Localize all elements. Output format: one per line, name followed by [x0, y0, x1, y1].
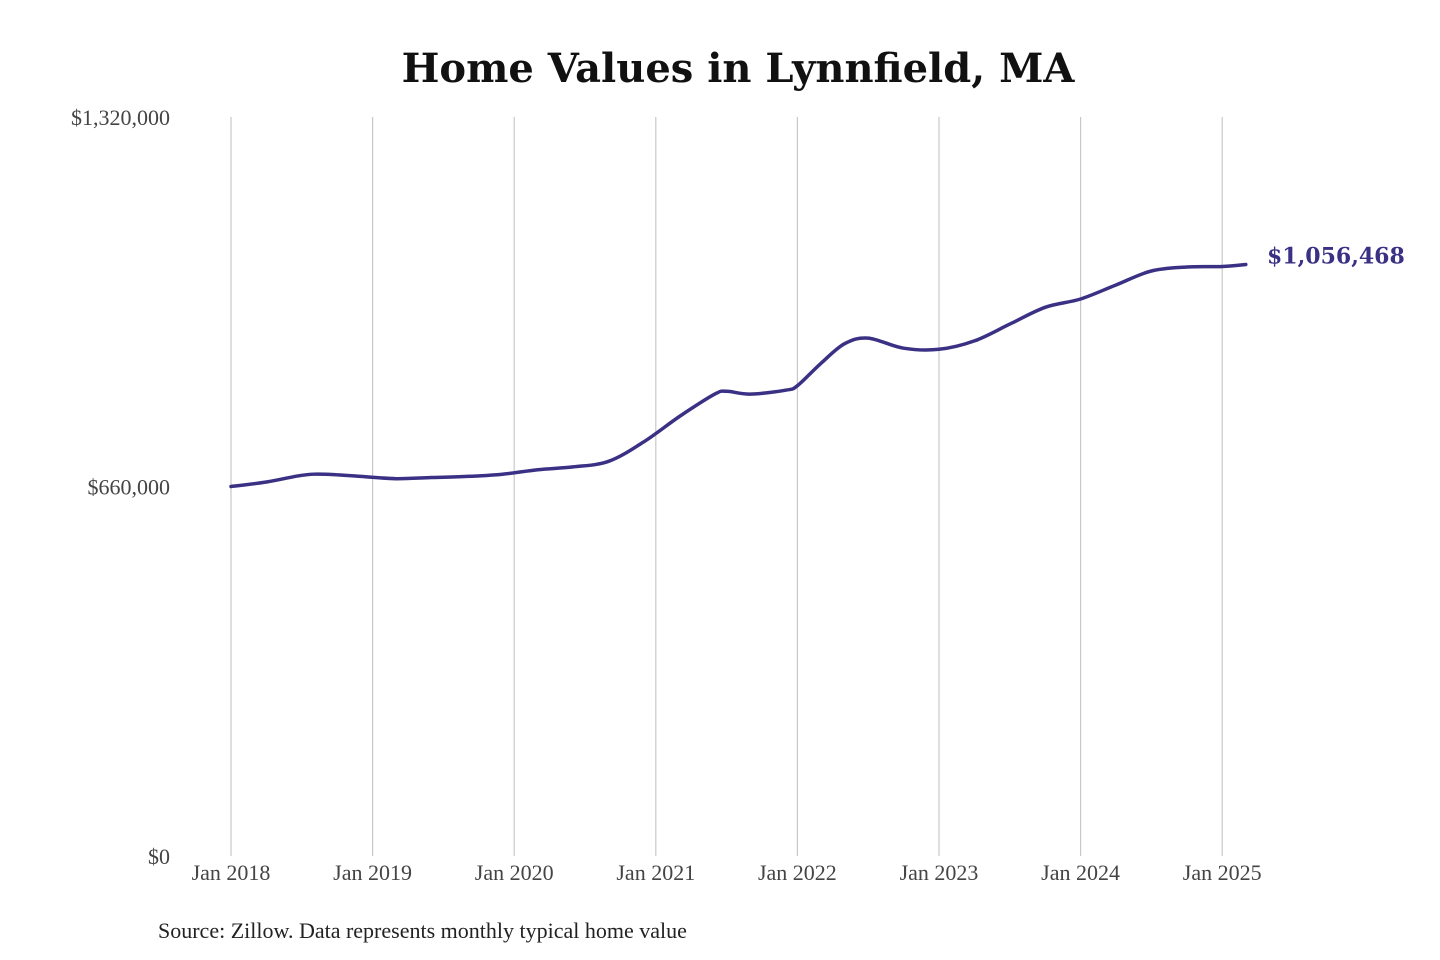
x-tick-label: Jan 2020	[475, 860, 554, 885]
series-layer	[229, 262, 1248, 489]
x-tick-label: Jan 2021	[616, 860, 695, 885]
y-tick-label: $0	[148, 844, 170, 869]
x-axis-tick-labels: Jan 2018 Jan 2019 Jan 2020 Jan 2021 Jan 2022…	[192, 860, 1262, 885]
source-note: Source: Zillow. Data represents monthly …	[158, 918, 687, 943]
x-tick-label: Jan 2025	[1183, 860, 1262, 885]
x-tick-label: Jan 2018	[192, 860, 271, 885]
chart-title: Home Values in Lynnfield, MA	[402, 45, 1076, 92]
series-line-0	[229, 262, 1248, 489]
x-tick-label: Jan 2019	[333, 860, 412, 885]
x-tick-label: Jan 2023	[900, 860, 979, 885]
y-axis-tick-labels: $0 $660,000 $1,320,000	[71, 105, 170, 869]
y-tick-label: $660,000	[88, 475, 171, 500]
x-tick-label: Jan 2022	[758, 860, 837, 885]
x-tick-label: Jan 2024	[1041, 860, 1120, 885]
y-tick-label: $1,320,000	[71, 105, 170, 130]
gridlines	[230, 117, 1223, 856]
last-value-label: $1,056,468	[1267, 244, 1405, 270]
